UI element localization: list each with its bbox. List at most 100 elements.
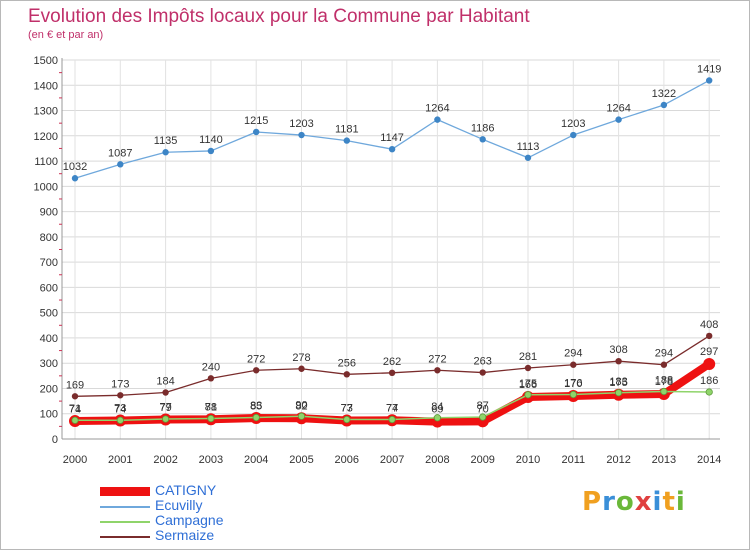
logo-letter: P (582, 487, 603, 517)
x-tick-label: 2000 (63, 454, 87, 466)
point-campagne (297, 412, 306, 420)
data-label-campagne: 87 (477, 400, 489, 412)
legend-swatch-campagne (100, 521, 150, 523)
data-label-ecuvilly: 1186 (471, 122, 495, 134)
data-label-campagne: 77 (386, 403, 398, 415)
data-label-catigny: 175 (609, 377, 627, 389)
x-tick-label: 2013 (652, 454, 676, 466)
chart-subtitle: (en € et par an) (28, 29, 104, 41)
point-ecuvilly (388, 145, 396, 153)
data-label-catigny: 83 (250, 400, 262, 412)
data-label-ecuvilly: 1113 (517, 141, 540, 153)
data-label-campagne: 77 (341, 403, 353, 415)
point-sermaize (253, 367, 260, 374)
data-label-ecuvilly: 1264 (606, 103, 630, 115)
point-sermaize (117, 392, 124, 399)
point-sermaize (162, 389, 169, 396)
point-ecuvilly (570, 131, 577, 139)
x-tick-label: 2002 (153, 454, 177, 466)
data-label-campagne: 74 (114, 403, 126, 415)
point-campagne (388, 415, 396, 424)
point-campagne (252, 413, 260, 422)
y-tick-label: 800 (40, 232, 58, 244)
y-tick-label: 200 (40, 383, 58, 395)
data-label-ecuvilly: 1203 (289, 118, 313, 130)
data-label-ecuvilly: 1032 (63, 161, 87, 173)
x-tick-label: 2003 (199, 454, 223, 466)
point-campagne (524, 391, 532, 399)
y-tick-label: 500 (40, 308, 58, 320)
x-tick-label: 2004 (244, 454, 268, 466)
legend-swatch-sermaize (100, 536, 150, 538)
y-tick-label: 100 (40, 409, 58, 421)
point-ecuvilly (253, 128, 260, 136)
x-tick-label: 2005 (289, 454, 313, 466)
data-label-sermaize: 240 (202, 361, 220, 373)
y-tick-label: 0 (52, 434, 58, 446)
legend-item-campagne: Campagne (100, 512, 400, 530)
point-ecuvilly (479, 136, 486, 143)
logo-letter: o (615, 487, 635, 517)
data-label-campagne: 79 (159, 402, 171, 414)
data-label-catigny: 73 (114, 403, 126, 415)
x-tick-label: 2012 (606, 454, 630, 466)
data-label-sermaize: 294 (655, 348, 673, 360)
y-tick-label: 1200 (34, 131, 58, 143)
data-label-ecuvilly: 1264 (425, 103, 449, 115)
point-campagne (207, 414, 215, 423)
y-tick-label: 400 (40, 333, 58, 345)
point-ecuvilly (706, 77, 713, 84)
data-label-sermaize: 408 (700, 319, 718, 331)
x-tick-label: 2009 (470, 454, 494, 466)
point-sermaize (388, 369, 396, 377)
point-campagne (162, 415, 170, 423)
point-sermaize (524, 364, 532, 372)
data-label-ecuvilly: 1087 (108, 147, 132, 159)
data-label-sermaize: 272 (247, 353, 265, 365)
data-label-sermaize: 308 (609, 344, 627, 356)
logo-letter: i (675, 487, 686, 517)
point-campagne (705, 388, 713, 396)
point-sermaize (298, 365, 305, 372)
proxiti-logo: Proxiti (582, 487, 686, 517)
y-tick-label: 700 (40, 257, 58, 269)
point-sermaize (434, 367, 441, 374)
legend-item-ecuvilly: Ecuvilly (100, 497, 400, 515)
data-label-campagne: 85 (250, 401, 262, 413)
legend-swatch-catigny (100, 487, 150, 496)
y-tick-label: 1300 (34, 106, 58, 118)
data-label-campagne: 175 (519, 378, 537, 390)
point-ecuvilly (162, 149, 169, 156)
data-label-sermaize: 272 (428, 353, 446, 365)
data-label-catigny: 78 (205, 401, 217, 413)
point-sermaize (706, 332, 713, 340)
logo-letter: r (602, 487, 616, 517)
point-sermaize (71, 393, 79, 400)
point-campagne (569, 390, 577, 399)
data-label-ecuvilly: 1322 (652, 88, 676, 100)
y-tick-label: 1000 (34, 181, 58, 193)
data-label-catigny: 166 (519, 379, 537, 391)
point-sermaize (615, 357, 622, 365)
y-tick-label: 1500 (34, 55, 58, 67)
point-sermaize (343, 371, 350, 378)
point-sermaize (660, 361, 668, 368)
y-tick-label: 900 (40, 207, 58, 219)
point-campagne (71, 416, 79, 424)
data-label-ecuvilly: 1140 (199, 134, 223, 146)
point-campagne (479, 413, 487, 421)
data-label-catigny: 70 (477, 403, 489, 415)
data-label-campagne: 176 (564, 378, 582, 390)
data-label-sermaize: 169 (66, 379, 84, 391)
data-label-ecuvilly: 1419 (697, 63, 721, 75)
legend-item-sermaize: Sermaize (100, 527, 400, 545)
data-label-catigny: 74 (386, 402, 398, 414)
data-label-campagne: 186 (700, 375, 718, 387)
point-sermaize (479, 369, 486, 376)
data-label-catigny: 178 (655, 376, 673, 388)
x-tick-label: 2011 (561, 454, 585, 466)
data-label-catigny: 170 (564, 378, 582, 390)
data-label-catigny: 71 (69, 403, 81, 415)
